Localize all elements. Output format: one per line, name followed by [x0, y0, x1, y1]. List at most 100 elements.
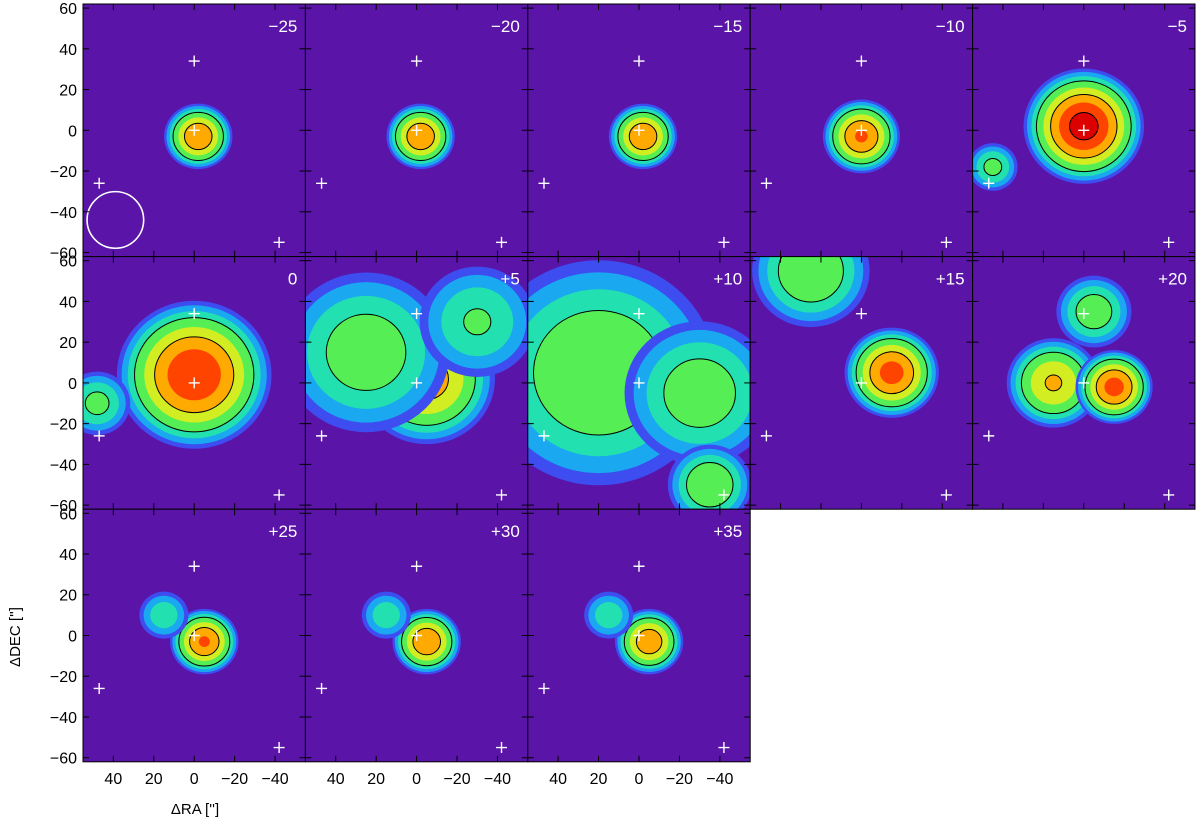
y-tick-label: 40: [59, 547, 77, 564]
position-marker: [188, 124, 200, 136]
position-marker: [316, 430, 328, 442]
panel-ticks: [527, 4, 751, 257]
panel-ticks: [83, 256, 306, 510]
panel-ticks: [750, 4, 973, 257]
position-marker: [1078, 308, 1090, 320]
contour-level: [463, 308, 492, 336]
contour-level: [1104, 377, 1124, 397]
x-tick-label: −20: [443, 771, 470, 788]
position-marker: [633, 124, 645, 136]
x-tick-label: −40: [484, 771, 511, 788]
contour-level: [150, 602, 178, 629]
y-tick-label: −40: [50, 710, 77, 727]
x-tick-label: −40: [706, 771, 733, 788]
y-tick-label: −40: [50, 457, 77, 474]
channel-panel: +25 60 40 20 0 −20 −40 −60 40 20 0 −20 −40: [50, 506, 306, 788]
velocity-label: +15: [936, 270, 965, 289]
position-marker: [188, 560, 200, 572]
position-marker: [855, 55, 867, 67]
velocity-label: +35: [713, 522, 742, 541]
x-tick-label: 20: [145, 771, 163, 788]
x-tick-label: −20: [666, 771, 693, 788]
position-marker: [1078, 124, 1090, 136]
x-tick-label: 20: [590, 771, 608, 788]
y-tick-label: 20: [59, 588, 77, 605]
y-tick-label: 0: [68, 629, 77, 646]
contour-level: [983, 157, 1003, 176]
position-marker: [411, 377, 423, 389]
position-marker: [983, 177, 995, 189]
channel-panel: −5: [972, 3, 1196, 258]
position-marker: [411, 560, 423, 572]
channel-panel: −25 60 40 20 0 −20 −40 −60: [50, 1, 306, 263]
y-tick-label: 40: [59, 42, 77, 59]
position-marker: [188, 308, 200, 320]
position-marker: [633, 377, 645, 389]
x-tick-label: 40: [327, 771, 345, 788]
position-marker: [760, 430, 772, 442]
contour-level: [183, 122, 213, 151]
position-marker: [633, 630, 645, 642]
position-marker: [855, 377, 867, 389]
contour-level: [635, 628, 663, 655]
panel-ticks: [750, 256, 973, 510]
channel-panel: +20: [972, 256, 1196, 510]
contour-level: [628, 122, 658, 151]
position-marker: [718, 236, 730, 248]
contour-level: [325, 313, 407, 391]
contour-level: [777, 256, 844, 303]
x-tick-label: 0: [190, 771, 199, 788]
position-marker: [316, 177, 328, 189]
contour-level: [1044, 374, 1063, 392]
y-tick-label: 60: [59, 506, 77, 523]
y-tick-label: 20: [59, 335, 77, 352]
position-marker: [273, 489, 285, 501]
x-axis-label: ΔRA ['']: [171, 801, 219, 818]
position-marker: [940, 236, 952, 248]
channel-panel: +35 40 20 0 −20 −40: [527, 508, 751, 788]
contour-level: [167, 349, 221, 401]
position-marker: [411, 124, 423, 136]
position-marker: [93, 682, 105, 694]
channel-panel: −20: [304, 3, 529, 258]
position-marker: [718, 489, 730, 501]
channel-panel: +30 40 20 0 −20 −40: [304, 508, 529, 788]
contour-level: [855, 130, 868, 143]
panel-ticks: [305, 256, 528, 510]
panel-ticks: [305, 4, 528, 257]
y-tick-label: −20: [50, 164, 77, 181]
y-tick-label: −40: [50, 205, 77, 222]
contour-level: [406, 122, 435, 151]
channel-panel: +5: [304, 256, 529, 510]
position-marker: [1163, 236, 1175, 248]
position-marker: [188, 630, 200, 642]
y-tick-label: 40: [59, 294, 77, 311]
position-marker: [855, 124, 867, 136]
position-marker: [188, 377, 200, 389]
contour-level: [372, 602, 400, 629]
contour-level: [879, 361, 904, 385]
y-axis-label: ΔDEC ['']: [7, 607, 24, 667]
position-marker: [411, 630, 423, 642]
panel-ticks: [305, 509, 528, 762]
x-tick-label: 40: [104, 771, 122, 788]
position-marker: [538, 430, 550, 442]
y-tick-label: −60: [50, 246, 77, 263]
channel-panel: −10: [749, 3, 974, 258]
position-marker: [633, 560, 645, 572]
position-marker: [316, 682, 328, 694]
panel-ticks: [527, 509, 751, 762]
position-marker: [188, 55, 200, 67]
contour-level: [594, 602, 623, 629]
channel-panel: +15: [749, 256, 974, 510]
position-marker: [273, 236, 285, 248]
position-marker: [983, 430, 995, 442]
y-tick-label: −20: [50, 669, 77, 686]
contour-level: [198, 636, 210, 647]
velocity-label: −20: [491, 17, 520, 36]
x-tick-label: 40: [549, 771, 567, 788]
x-tick-label: 0: [412, 771, 421, 788]
panel-ticks: [527, 256, 751, 510]
position-marker: [855, 308, 867, 320]
